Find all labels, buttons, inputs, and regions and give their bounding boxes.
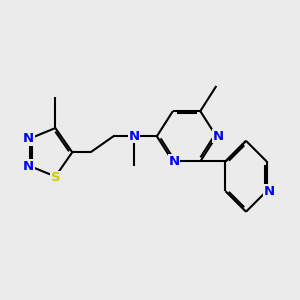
Text: N: N — [23, 132, 34, 145]
Text: N: N — [213, 130, 224, 143]
Text: S: S — [50, 171, 60, 184]
Text: N: N — [264, 185, 275, 198]
Text: N: N — [169, 155, 180, 168]
Text: N: N — [23, 160, 34, 172]
Text: N: N — [128, 130, 140, 143]
